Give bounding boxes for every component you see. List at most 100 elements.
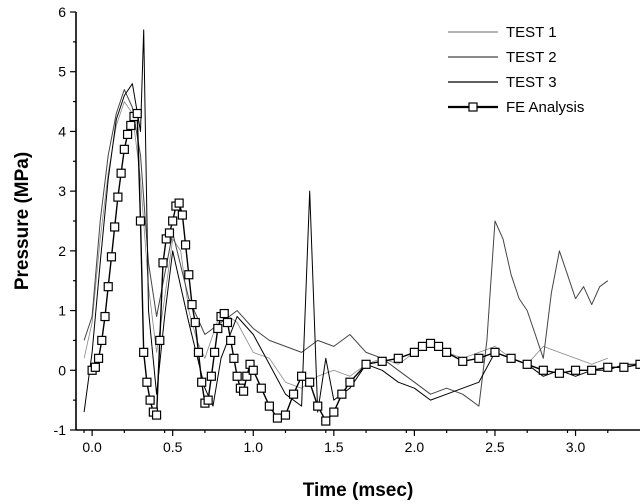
- fe-point: [229, 353, 239, 363]
- legend-marker: [468, 102, 478, 112]
- fe-point: [393, 353, 403, 363]
- fe-point: [232, 371, 242, 381]
- fe-point: [213, 323, 223, 334]
- fe-point: [219, 308, 229, 319]
- fe-point: [174, 198, 184, 208]
- fe-point: [132, 108, 142, 119]
- fe-point: [206, 371, 216, 381]
- series-line-test-2: [83, 89, 609, 407]
- fe-point: [222, 317, 233, 328]
- fe-point: [619, 362, 629, 372]
- fe-point: [155, 335, 165, 346]
- y-tick-label: 5: [58, 64, 66, 80]
- fe-point: [458, 356, 468, 366]
- x-tick-label: 1.5: [324, 439, 344, 455]
- fe-point: [116, 168, 126, 178]
- fe-point: [554, 368, 565, 378]
- legend-label: TEST 1: [506, 24, 557, 41]
- fe-point: [142, 377, 152, 387]
- fe-point: [417, 341, 428, 351]
- fe-point: [106, 252, 117, 262]
- fe-point: [103, 282, 113, 292]
- fe-point: [538, 365, 548, 375]
- x-tick-label: 0.5: [163, 439, 183, 455]
- fe-point: [409, 347, 419, 357]
- fe-point: [297, 371, 307, 381]
- fe-point: [442, 347, 452, 357]
- y-tick-label: 0: [58, 362, 66, 378]
- legend: TEST 1 TEST 2 TEST 3 FE Analysis: [448, 24, 584, 116]
- fe-point: [197, 377, 207, 387]
- x-tick-label: 2.5: [485, 439, 505, 455]
- fe-point: [248, 365, 258, 375]
- y-tick-label: 6: [58, 4, 66, 20]
- fe-point: [361, 359, 371, 369]
- fe-point: [184, 270, 194, 280]
- axes-layer: 0.0 0.5 1.0 1.5 2.0 2.5 3.0 -1 0 1 2 3 4 5 6: [54, 4, 640, 455]
- fe-point: [329, 407, 339, 417]
- fe-point: [474, 353, 484, 363]
- y-tick-label: 4: [58, 123, 66, 139]
- fe-point: [193, 347, 204, 357]
- fe-point: [151, 410, 162, 420]
- fe-point: [119, 144, 129, 154]
- fe-point: [180, 240, 191, 250]
- fe-point: [288, 389, 299, 399]
- fe-point: [110, 222, 120, 232]
- fe-point: [272, 413, 283, 423]
- fe-point: [570, 365, 581, 375]
- fe-point: [203, 395, 213, 405]
- fe-point: [135, 216, 146, 226]
- fe-point: [345, 377, 355, 387]
- y-tick-label: 1: [58, 303, 66, 319]
- fe-point: [264, 401, 274, 411]
- y-axis-title: Pressure (MPa): [12, 152, 33, 290]
- fe-point: [190, 317, 200, 328]
- fe-point: [187, 300, 197, 310]
- x-tick-label: 0.0: [82, 439, 102, 455]
- fe-point: [256, 383, 266, 393]
- fe-point: [97, 335, 107, 346]
- fe-point: [168, 216, 178, 226]
- fe-point: [238, 386, 249, 396]
- fe-point: [145, 395, 155, 405]
- fe-point: [113, 192, 123, 202]
- fe-point: [506, 353, 516, 363]
- fe-point: [433, 341, 444, 351]
- x-tick-label: 2.0: [405, 439, 425, 455]
- fe-point: [177, 210, 187, 220]
- x-axis-title: Time (msec): [303, 480, 414, 501]
- fe-point: [587, 365, 597, 375]
- legend-label: TEST 3: [506, 74, 557, 91]
- fe-point: [425, 338, 436, 349]
- fe-point: [209, 347, 220, 357]
- fe-point: [305, 377, 315, 387]
- fe-point: [90, 362, 100, 372]
- legend-label: FE Analysis: [506, 99, 584, 116]
- y-tick-label: -1: [54, 422, 67, 438]
- fe-point: [126, 120, 136, 131]
- fe-point: [139, 347, 149, 357]
- fe-point: [280, 410, 291, 420]
- fe-point: [490, 347, 500, 357]
- fe-point: [321, 416, 331, 426]
- fe-point: [313, 401, 323, 411]
- fe-point: [158, 258, 168, 268]
- fe-point: [337, 389, 347, 399]
- series-line-test-3: [83, 29, 640, 413]
- x-tick-label: 1.0: [244, 439, 264, 455]
- fe-point: [242, 371, 252, 381]
- fe-point: [100, 311, 110, 322]
- y-tick-label: 3: [58, 183, 66, 199]
- y-tick-label: 2: [58, 243, 66, 259]
- fe-point: [635, 359, 640, 369]
- fe-point: [603, 362, 613, 372]
- fe-point: [522, 359, 532, 369]
- fe-point: [93, 353, 104, 363]
- series-line-test-1: [83, 101, 608, 389]
- series-layer: [83, 29, 640, 426]
- fe-point: [377, 356, 387, 366]
- fe-point: [164, 228, 175, 238]
- fe-point: [226, 335, 236, 346]
